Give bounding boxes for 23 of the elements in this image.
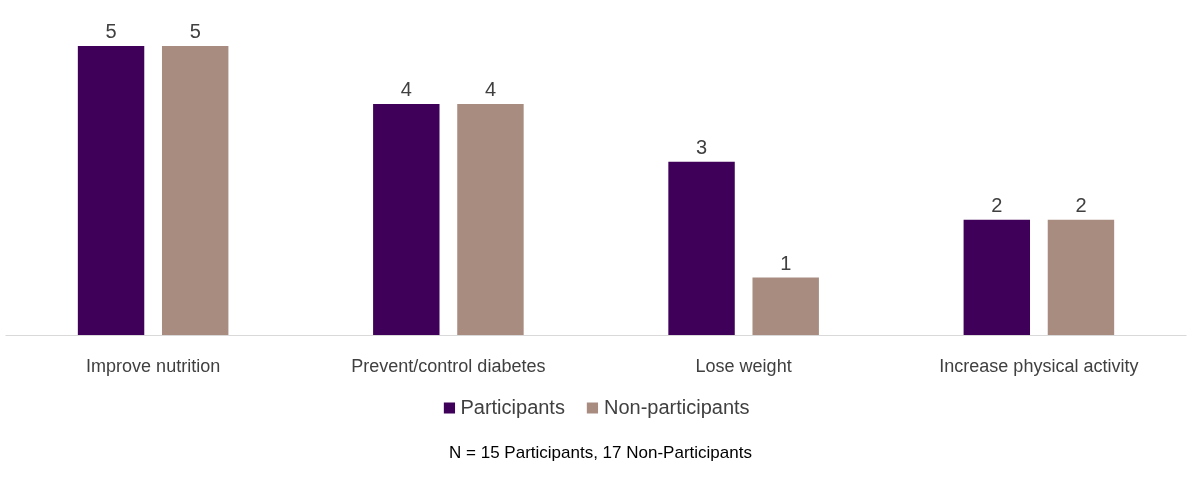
data-label: 5 bbox=[189, 20, 201, 43]
bar bbox=[161, 46, 229, 336]
x-tick-label: Prevent/control diabetes bbox=[351, 355, 546, 376]
bar bbox=[963, 219, 1031, 336]
text: N = 15 Participants, 17 Non-Participants bbox=[449, 442, 752, 464]
legend-label: Participants bbox=[460, 395, 565, 419]
legend-label: Non-participants bbox=[603, 395, 750, 419]
data-label: 1 bbox=[780, 251, 792, 274]
bar bbox=[457, 103, 524, 336]
data-label: 2 bbox=[991, 193, 1003, 216]
x-tick-label: Lose weight bbox=[695, 355, 792, 376]
data-label: 2 bbox=[1075, 193, 1087, 216]
bar bbox=[752, 277, 819, 336]
x-tick-label: Increase physical activity bbox=[939, 355, 1139, 376]
x-tick-label: Improve nutrition bbox=[86, 355, 221, 376]
bar bbox=[373, 103, 440, 336]
bar bbox=[1047, 219, 1115, 336]
data-label: 4 bbox=[484, 77, 497, 100]
bar bbox=[668, 161, 735, 336]
data-label: 5 bbox=[105, 20, 117, 43]
bar bbox=[77, 46, 145, 336]
data-label: 4 bbox=[400, 77, 412, 100]
data-label: 3 bbox=[695, 135, 708, 158]
